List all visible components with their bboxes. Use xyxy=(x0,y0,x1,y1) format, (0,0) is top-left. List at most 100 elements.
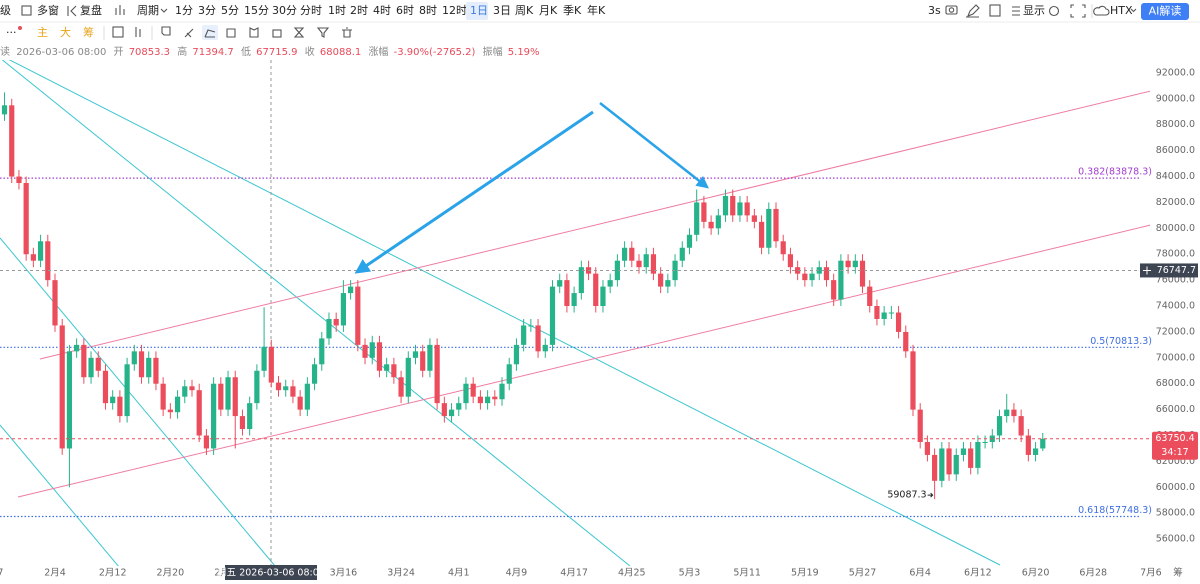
edit-icon[interactable] xyxy=(966,4,980,18)
grid-icon[interactable] xyxy=(21,5,32,16)
exchange-caret[interactable] xyxy=(1130,8,1137,13)
draw-tool[interactable] xyxy=(204,29,216,38)
ai-button[interactable]: AI解读 xyxy=(1149,4,1182,18)
draw-tool[interactable] xyxy=(161,26,171,36)
y-tick-label: 92000.0 xyxy=(1156,67,1195,78)
candle-icon[interactable] xyxy=(115,5,125,15)
interval[interactable]: 15分 xyxy=(244,4,269,17)
interval[interactable]: 月K xyxy=(539,4,558,17)
info-cut: 读 xyxy=(0,45,10,58)
interval[interactable]: 1日 xyxy=(470,4,488,17)
interval[interactable]: 1分 xyxy=(175,4,193,17)
candle-body xyxy=(9,105,15,177)
main-indicator[interactable]: 主 xyxy=(37,26,48,39)
toolbar: 级 多窗 复盘 周期 1分 3分 5分 15分 30分 分时 1时 2时 4时 6时 8时 12时 1日… xyxy=(0,2,1200,23)
candle-body xyxy=(95,357,101,371)
exchange[interactable]: HTX xyxy=(1110,4,1133,17)
replay-icon[interactable] xyxy=(67,5,77,17)
candle-body xyxy=(275,382,282,391)
tool-icon[interactable] xyxy=(135,27,141,37)
x-tick-label: 6月4 xyxy=(909,568,931,579)
interval[interactable]: 12时 xyxy=(442,4,467,17)
high-label: 高 xyxy=(177,45,187,58)
large-order[interactable]: 大 xyxy=(60,25,71,39)
tool-icon[interactable] xyxy=(112,26,124,38)
layout-icon[interactable] xyxy=(989,4,1001,17)
candle-body xyxy=(975,441,981,468)
y-tick-label: 78000.0 xyxy=(1156,249,1195,260)
candle-body xyxy=(859,260,866,287)
draw-tool[interactable] xyxy=(249,27,259,38)
arrow xyxy=(599,102,709,189)
x-tick-label: 2月12 xyxy=(99,568,127,579)
ai-button-bg[interactable] xyxy=(1141,3,1189,20)
candle-body xyxy=(701,202,707,222)
draw-tool[interactable] xyxy=(226,28,236,38)
candle-body xyxy=(838,260,844,300)
candle-body xyxy=(910,351,916,410)
candle-body xyxy=(319,338,325,365)
interval[interactable]: 季K xyxy=(563,4,582,17)
y-tick-label: 68000.0 xyxy=(1156,378,1195,389)
candle-body xyxy=(722,195,729,216)
countdown: 34:17 xyxy=(1161,447,1188,458)
interval[interactable]: 4时 xyxy=(373,4,391,17)
candle-body xyxy=(614,260,620,281)
crosshair-price-tag: 76747.7 xyxy=(1157,265,1196,276)
active-interval-bg xyxy=(466,2,488,20)
multi-window[interactable]: 多窗 xyxy=(37,3,59,17)
candle-body xyxy=(557,280,563,287)
more[interactable]: ··· xyxy=(6,26,17,39)
y-tick-label: 70000.0 xyxy=(1156,352,1195,363)
candle-body xyxy=(939,448,945,481)
candle-body xyxy=(571,293,577,307)
interval[interactable]: 3日 xyxy=(493,4,511,17)
interval[interactable]: 30分 xyxy=(272,4,297,17)
candle-body xyxy=(636,260,642,268)
draw-tool[interactable] xyxy=(184,28,194,38)
fullscreen-icon[interactable] xyxy=(1070,4,1086,18)
candle-body xyxy=(283,386,289,391)
chips[interactable]: 筹 xyxy=(83,25,94,39)
interval[interactable]: 5分 xyxy=(221,4,239,17)
period[interactable]: 周期 xyxy=(137,4,159,17)
period-caret[interactable] xyxy=(160,8,168,13)
replay[interactable]: 复盘 xyxy=(80,3,102,17)
candle-body xyxy=(52,280,58,326)
trend-line xyxy=(0,237,276,566)
draw-tool[interactable] xyxy=(293,27,305,38)
candle-body xyxy=(470,383,476,397)
display[interactable]: 显示 xyxy=(1023,4,1045,17)
settings-icon[interactable] xyxy=(1048,5,1060,17)
candle-body xyxy=(506,364,512,384)
candle-body xyxy=(665,280,671,287)
open-label: 开 xyxy=(114,47,124,58)
interval[interactable]: 2时 xyxy=(350,4,368,17)
toolbar-cut-label[interactable]: 级 xyxy=(0,4,11,17)
interval[interactable]: 年K xyxy=(587,3,606,17)
candle-body xyxy=(924,441,931,455)
interval[interactable]: 6时 xyxy=(396,4,414,17)
refresh-rate[interactable]: 3s xyxy=(928,4,941,17)
candle-body xyxy=(686,234,693,248)
interval[interactable]: 8时 xyxy=(419,4,437,17)
interval[interactable]: 分时 xyxy=(300,4,322,17)
interval[interactable]: 3分 xyxy=(198,4,216,17)
candle-body xyxy=(261,346,267,371)
interval[interactable]: 1时 xyxy=(328,4,346,17)
crosshair-plus xyxy=(1143,266,1151,275)
high-value: 71394.7 xyxy=(192,47,233,58)
candle-body xyxy=(405,357,411,397)
candle-body xyxy=(787,254,794,268)
delete-tool[interactable] xyxy=(342,27,352,38)
candle-body xyxy=(535,325,541,352)
filter-tool[interactable] xyxy=(316,27,330,38)
interval[interactable]: 周K xyxy=(515,4,534,17)
candle-body xyxy=(679,247,685,261)
channel-line xyxy=(39,90,1150,360)
lock-tool[interactable] xyxy=(272,29,282,38)
corner-label[interactable]: 筹 xyxy=(1173,567,1183,579)
candle-body xyxy=(268,346,274,383)
camera-icon[interactable] xyxy=(945,5,958,15)
low-annotation-arrow xyxy=(927,492,934,498)
